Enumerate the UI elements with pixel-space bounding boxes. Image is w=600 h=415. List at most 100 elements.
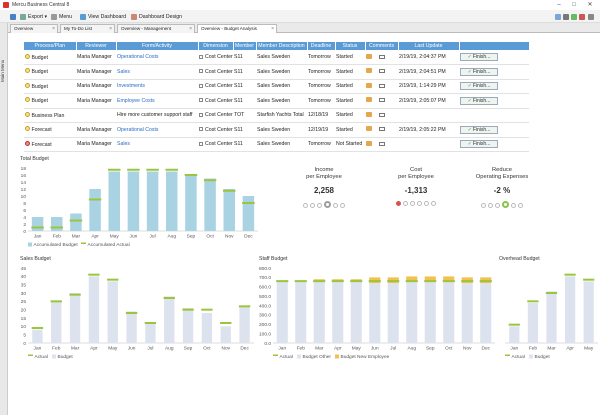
x-tick-label: Apr [91, 234, 99, 240]
finish-button[interactable]: ✓Finish... [460, 125, 498, 134]
form-link[interactable]: Employee Costs [116, 93, 198, 109]
tab-overview-management[interactable]: Overview - Management × [117, 24, 195, 33]
reviewer-cell: Maria Manager [76, 50, 116, 65]
main-menu-sidebar[interactable]: Main Menu [0, 23, 8, 415]
edit-icon[interactable] [366, 82, 372, 88]
form-link[interactable]: Operational Costs [116, 122, 198, 138]
export-menu[interactable]: Export ▾ [20, 13, 47, 21]
zoom-out-icon[interactable] [579, 14, 585, 20]
help-icon[interactable] [588, 14, 594, 20]
finish-button[interactable]: ✓Finish... [460, 67, 498, 76]
edit-icon[interactable] [366, 140, 372, 146]
legend-swatch [505, 354, 510, 356]
status-cell: Started [335, 79, 365, 94]
tab-my-todo-list[interactable]: My To-Do List × [60, 24, 115, 33]
actual-marker [276, 280, 289, 283]
form-link[interactable]: Operational Costs [116, 50, 198, 65]
comment-icon[interactable] [379, 112, 386, 117]
edit-icon[interactable] [366, 68, 372, 74]
bar [127, 171, 140, 231]
zoom-in-icon[interactable] [571, 14, 577, 20]
tab-overview[interactable]: Overview × [10, 24, 58, 33]
column-header[interactable]: Form/Activity [116, 42, 199, 50]
legend-label: Budget [58, 354, 74, 360]
legend-swatch [297, 354, 301, 359]
close-tab-icon[interactable]: × [52, 26, 55, 32]
form-link[interactable]: Sales [116, 137, 198, 152]
dimension-icon [199, 69, 203, 74]
comment-icon[interactable] [379, 69, 386, 74]
close-tab-icon[interactable]: × [109, 26, 112, 32]
legend-swatch [52, 354, 56, 359]
search-icon[interactable] [563, 14, 569, 20]
column-header[interactable]: Process/Plan [24, 42, 77, 50]
dimension-icon [199, 83, 203, 88]
column-header[interactable]: Last Update [398, 42, 460, 50]
actual-marker [294, 280, 307, 283]
status-cell: Started [335, 93, 365, 109]
save-icon[interactable] [10, 13, 18, 21]
column-header[interactable]: Member Description [256, 42, 308, 50]
table-row[interactable]: Budget Maria Manager Sales Cost Center S11 Sa… [24, 64, 529, 80]
title-bar: Mercu Business Central 8 – □ ✕ [0, 0, 600, 10]
comment-icon[interactable] [379, 141, 386, 146]
table-row[interactable]: Budget Maria Manager Employee Costs Cost Ce… [24, 93, 529, 109]
comment-icon[interactable] [379, 83, 386, 88]
finish-button[interactable]: ✓Finish... [460, 82, 498, 91]
dashboard-design-button[interactable]: Dashboard Design [131, 13, 182, 21]
tab-overview-budget-analysis[interactable]: Overview - Budget Analysis × [197, 24, 277, 33]
column-header[interactable]: Deadline [307, 42, 336, 50]
info-icon[interactable] [555, 14, 561, 20]
column-header[interactable]: Comments [365, 42, 399, 50]
y-tick-label: 5 [23, 332, 26, 338]
table-row[interactable]: Budget Maria Manager Investments Cost Cente… [24, 79, 529, 94]
status-dot-icon [25, 111, 30, 117]
minimize-button[interactable]: – [557, 2, 561, 8]
actual-marker [182, 308, 194, 311]
actual-marker [31, 226, 44, 229]
column-header[interactable]: Member [233, 42, 257, 50]
staff-budget-chart: 0.0 100.0 200.0 300.0 400.0 500.0 600.0 700.0 80… [259, 266, 495, 360]
close-button[interactable]: ✕ [587, 2, 593, 8]
comment-icon[interactable] [379, 98, 386, 103]
table-row[interactable]: Forecast Maria Manager Sales Cost Center S11… [24, 137, 529, 152]
form-link[interactable]: Hire more customer support staff [116, 108, 198, 123]
x-tick-label: Jul [150, 234, 156, 240]
comment-icon[interactable] [379, 54, 386, 59]
edit-icon[interactable] [366, 111, 372, 117]
status-cell: Started [335, 108, 365, 123]
member-cell: S11 [233, 64, 256, 80]
comment-icon[interactable] [379, 127, 386, 132]
finish-button[interactable]: ✓Finish... [460, 53, 498, 61]
close-tab-icon[interactable]: × [189, 26, 192, 32]
action-cell: ✓Finish... [459, 64, 529, 80]
edit-icon[interactable] [366, 97, 372, 103]
close-tab-icon[interactable]: × [271, 26, 274, 32]
table-row[interactable]: Forecast Maria Manager Operational Costs Co… [24, 122, 529, 138]
member-cell: S11 [233, 137, 256, 152]
finish-button[interactable]: ✓Finish... [460, 140, 498, 149]
maximize-button[interactable]: □ [572, 2, 576, 8]
legend-label: Accumulated Actual [88, 242, 130, 248]
finish-button[interactable]: ✓Finish... [460, 96, 498, 105]
view-dashboard-button[interactable]: View Dashboard [80, 13, 126, 21]
legend-swatch [28, 242, 32, 247]
edit-icon[interactable] [366, 126, 372, 132]
column-header[interactable]: Status [335, 42, 366, 50]
column-header[interactable]: Reviewer [76, 42, 117, 50]
legend-swatch [81, 242, 86, 244]
form-link[interactable]: Investments [116, 79, 198, 94]
x-tick-label: Jun [130, 234, 138, 240]
x-tick-label: Oct [206, 234, 214, 240]
legend-swatch [28, 354, 33, 356]
column-header[interactable]: Dimension [198, 42, 234, 50]
table-row[interactable]: Budget Maria Manager Operational Costs Cost… [24, 50, 529, 65]
last-update-cell: 2/19/19, 2:04:51 PM [398, 64, 459, 80]
form-link[interactable]: Sales [116, 64, 198, 80]
actual-marker [238, 305, 251, 308]
actual-marker [461, 280, 474, 283]
edit-icon[interactable] [366, 53, 372, 59]
menu-button[interactable]: Menu [51, 13, 72, 21]
x-tick-label: Nov [221, 346, 230, 352]
table-row[interactable]: Business Plan Hire more customer support … [24, 108, 529, 123]
